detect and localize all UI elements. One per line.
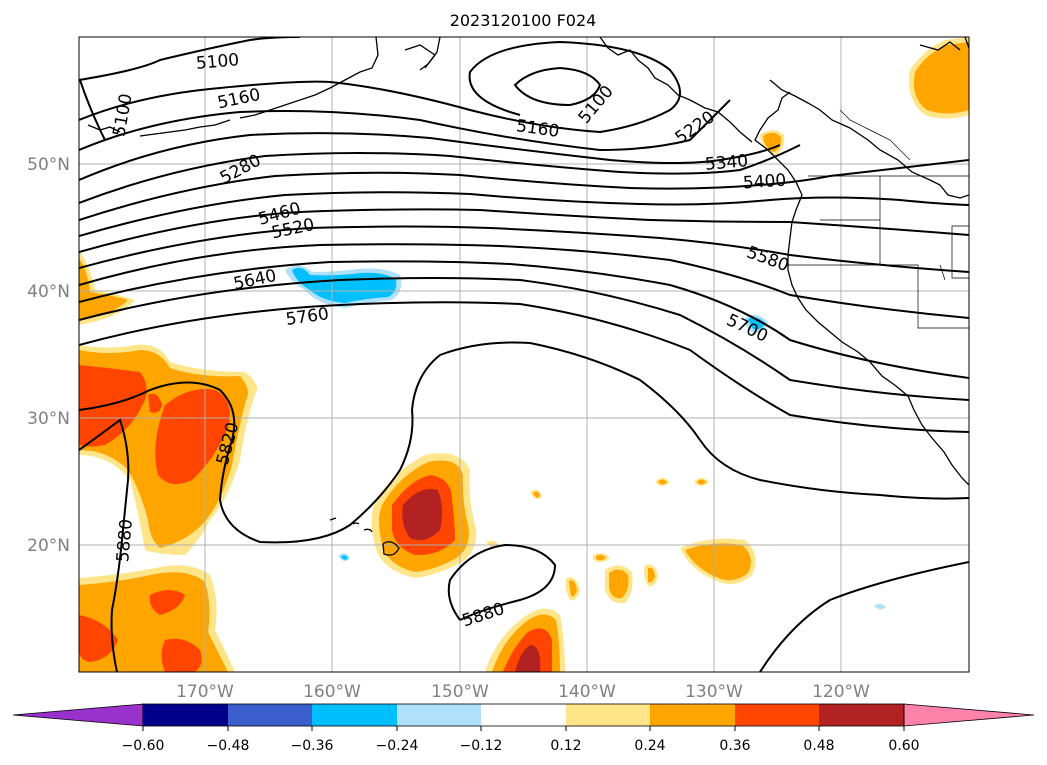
lat-label: 20°N xyxy=(27,536,70,556)
colorbar-segment xyxy=(312,704,397,726)
colorbar-tick-label: −0.12 xyxy=(460,738,503,754)
lat-label: 50°N xyxy=(27,155,70,175)
lon-label: 140°W xyxy=(558,682,616,702)
colorbar-tick-label: 0.12 xyxy=(550,738,581,754)
positive-shading xyxy=(79,37,969,672)
lat-label: 30°N xyxy=(27,409,70,429)
contour-label: 5400 xyxy=(742,171,787,194)
colorbar-segment xyxy=(566,704,650,726)
colorbar-segment xyxy=(228,704,312,726)
map-title: 2023120100 F024 xyxy=(450,11,597,30)
colorbar-extend-high xyxy=(903,703,1035,727)
longitude-labels: 170°W 160°W 150°W 140°W 130°W 120°W xyxy=(176,682,870,702)
negative-shading xyxy=(285,265,886,610)
lon-label: 160°W xyxy=(303,682,361,702)
colorbar-segment xyxy=(143,704,228,726)
colorbar-segment xyxy=(735,704,819,726)
colorbar-tick-label: 0.48 xyxy=(803,738,834,754)
map-frame xyxy=(78,36,970,673)
lat-label: 40°N xyxy=(27,282,70,302)
contour-label: 5340 xyxy=(704,151,749,175)
colorbar-tick-label: −0.24 xyxy=(376,738,419,754)
lon-label: 150°W xyxy=(431,682,489,702)
colorbar-tick-label: 0.24 xyxy=(634,738,665,754)
colorbar-tick-label: 0.36 xyxy=(719,738,750,754)
colorbar-segment xyxy=(397,704,481,726)
colorbar-tick-label: −0.60 xyxy=(122,738,165,754)
map-area: 5100 5100 5160 5100 5160 5220 5280 5340 … xyxy=(79,37,969,672)
lon-label: 120°W xyxy=(812,682,870,702)
contour-label: 5100 xyxy=(195,50,240,74)
lon-label: 130°W xyxy=(685,682,743,702)
colorbar-segment xyxy=(819,704,904,726)
height-contours xyxy=(79,37,969,672)
contour-label: 5880 xyxy=(113,518,137,563)
colorbar-tick-label: −0.36 xyxy=(291,738,334,754)
latitude-labels: 50°N 40°N 30°N 20°N xyxy=(27,155,70,556)
lon-label: 170°W xyxy=(176,682,234,702)
coastlines xyxy=(87,37,969,556)
colorbar-extend-low xyxy=(12,703,144,727)
colorbar-tick-label: −0.48 xyxy=(207,738,250,754)
colorbar-segment xyxy=(481,704,566,726)
colorbar-tick-label: 0.60 xyxy=(888,738,919,754)
colorbar-segment xyxy=(650,704,735,726)
colorbar: −0.60 −0.48 −0.36 −0.24 −0.12 0.12 0.24 … xyxy=(12,703,1035,754)
